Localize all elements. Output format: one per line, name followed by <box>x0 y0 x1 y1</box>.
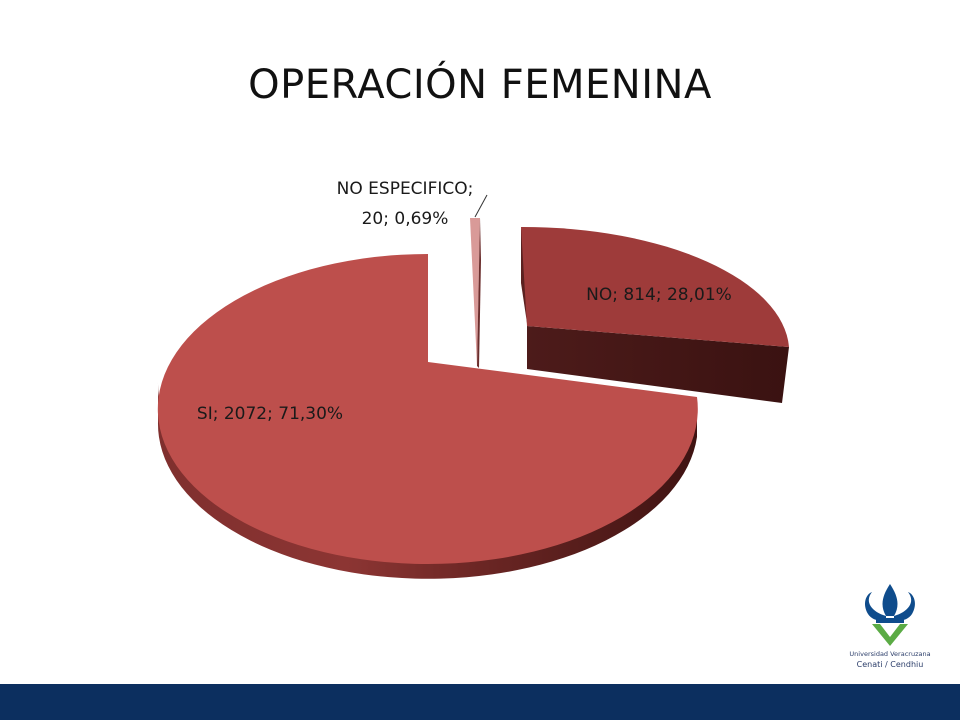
label-leader-line <box>474 194 488 218</box>
slice-no-especifico <box>470 218 481 368</box>
label-no: NO; 814; 28,01% <box>586 285 732 305</box>
slice-si-top <box>157 253 698 564</box>
slice-no <box>521 226 789 403</box>
logo-university-name: Universidad Veracruzana <box>849 650 931 658</box>
slice-si <box>157 253 698 579</box>
slide-title: OPERACIÓN FEMENINA <box>248 62 712 108</box>
logo-subtitle: Cenati / Cendhiu <box>856 660 924 669</box>
slice-no-top <box>521 226 789 347</box>
slice-no-especifico-side <box>477 218 481 368</box>
university-logo: Universidad Veracruzana Cenati / Cendhiu <box>842 582 938 684</box>
label-no-especifico-line1: NO ESPECIFICO; <box>337 179 474 199</box>
footer-bar <box>0 684 960 720</box>
label-si: SI; 2072; 71,30% <box>197 404 343 424</box>
fleur-de-lis-icon <box>865 584 915 646</box>
label-no-especifico-line2: 20; 0,69% <box>362 209 449 229</box>
slice-no-side-right <box>527 326 789 403</box>
slice-no-especifico-top <box>470 218 480 366</box>
